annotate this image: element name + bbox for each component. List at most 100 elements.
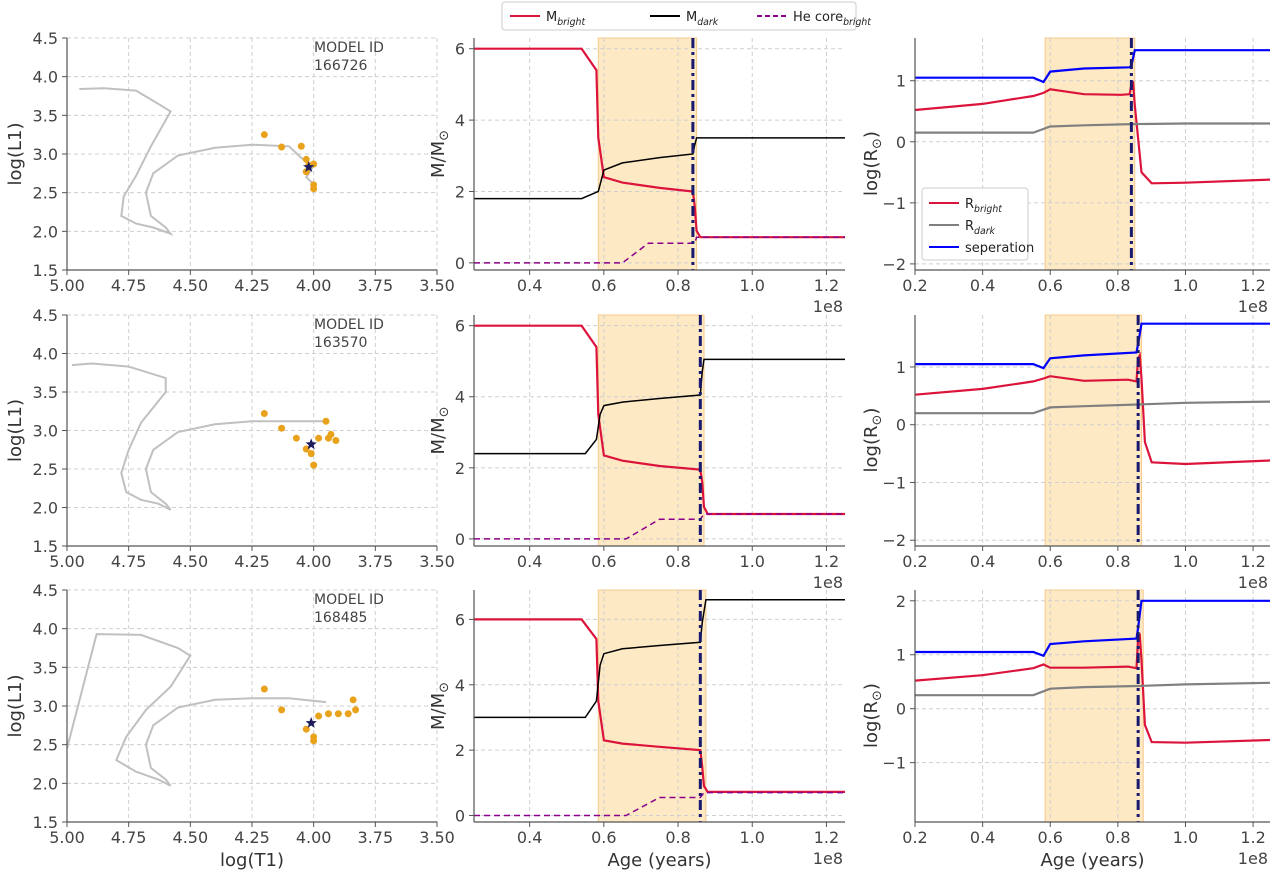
model-point: [260, 410, 268, 418]
series-R_dark: [915, 681, 1270, 697]
x-tick-label: 5.00: [49, 828, 85, 847]
x-tick-label: 0.6: [591, 276, 616, 295]
model-id-value: 168485: [314, 610, 367, 626]
panel-166726-mass-evolution: 0.4 0.6 0.8 1.0 1.2 0 2 4 6 1e8 M/M⊙: [428, 37, 845, 316]
model-id-label: MODEL ID: [314, 40, 384, 56]
y-tick-label: 2.0: [33, 499, 58, 518]
top-legend: Mbright Mdark He corebright: [501, 1, 871, 31]
x-tick-label: 4.25: [234, 552, 270, 571]
y-tick-label: 0: [896, 416, 906, 435]
x-tick-label: 4.00: [296, 552, 332, 571]
y-tick-label: 2: [455, 459, 465, 478]
x-offset-label: 1e8: [1238, 849, 1268, 868]
x-offset-label: 1e8: [1238, 573, 1268, 592]
y-tick-label: 4.5: [33, 581, 58, 600]
series-R_bright: [915, 80, 1270, 185]
y-axis-label: log(L1): [5, 675, 26, 738]
model-point: [310, 461, 318, 469]
series-M_dark: [474, 137, 845, 200]
x-axis-label: Age (years): [607, 850, 711, 871]
model-point: [334, 710, 342, 718]
current-model-star: [303, 161, 315, 172]
x-tick-label: 1.0: [740, 276, 765, 295]
x-tick-label: 1.2: [1240, 828, 1265, 847]
series-R_bright: [915, 351, 1270, 466]
model-point: [349, 696, 357, 704]
x-tick-label: 4.00: [296, 828, 332, 847]
y-tick-label: 2.0: [33, 774, 58, 793]
model-point: [310, 185, 318, 193]
model-point: [302, 155, 310, 163]
x-tick-label: 4.75: [111, 552, 147, 571]
y-tick-label: 1.5: [33, 261, 58, 280]
x-tick-label: 1.2: [814, 276, 839, 295]
y-tick-label: 1: [896, 646, 906, 665]
plot-area: [474, 38, 845, 270]
plot-area: [915, 590, 1270, 822]
x-offset-label: 1e8: [1238, 297, 1268, 316]
plot-area: [67, 633, 360, 787]
series-M_dark: [474, 599, 845, 719]
x-tick-label: 3.75: [358, 828, 394, 847]
model-point: [322, 417, 330, 425]
x-tick-label: 3.50: [419, 828, 455, 847]
shaded-region: [1044, 589, 1144, 823]
panel-166726-radius-evolution: 0.2 0.4 0.6 0.8 1.0 1.2 −2 −1 0 1 1e8 log(R⊙): [861, 37, 1270, 316]
radius-legend: Rbright Rdark seperation: [921, 187, 1034, 261]
x-tick-label: 5.00: [49, 552, 85, 571]
x-axis-label: Age (years): [1040, 850, 1144, 871]
y-axis-label: log(R⊙): [861, 683, 885, 748]
x-tick-label: 1.0: [740, 828, 765, 847]
x-tick-label: 0.8: [665, 828, 690, 847]
model-point: [324, 710, 332, 718]
y-tick-label: 0: [455, 806, 465, 825]
x-tick-label: 4.50: [173, 276, 209, 295]
panel-168485-HR-diagram: 5.00 4.75 4.50 4.25 4.00 3.75 3.50 1.5 2.0 2.5 3.0…: [5, 581, 455, 871]
model-id-label: MODEL ID: [314, 592, 384, 608]
y-tick-label: 1: [896, 358, 906, 377]
legend-label: Rdark: [965, 219, 996, 237]
y-tick-label: 2.5: [33, 184, 58, 203]
x-tick-label: 0.6: [1038, 552, 1063, 571]
y-axis-label: log(R⊙): [861, 131, 885, 196]
plot-area: [474, 315, 845, 546]
y-tick-label: 3.5: [33, 106, 58, 125]
y-tick-label: 4: [455, 676, 465, 695]
model-point: [260, 131, 268, 139]
model-point: [302, 445, 310, 453]
series-M_bright: [474, 47, 845, 239]
y-tick-label: 2: [896, 592, 906, 611]
model-point: [260, 685, 268, 693]
x-offset-label: 1e8: [813, 297, 843, 316]
x-tick-label: 4.75: [111, 276, 147, 295]
y-tick-label: 2.5: [33, 736, 58, 755]
x-tick-label: 0.8: [1105, 276, 1130, 295]
model-point: [315, 434, 323, 442]
model-point: [307, 450, 315, 458]
model-id-value: 166726: [314, 58, 368, 74]
model-point: [297, 142, 305, 150]
panel-166726-HR-diagram: 5.00 4.75 4.50 4.25 4.00 3.75 3.50 1.5 2.0 2.5 3.0…: [5, 29, 455, 295]
x-tick-label: 0.2: [902, 552, 927, 571]
x-tick-label: 0.4: [517, 276, 542, 295]
plot-area: [915, 38, 1270, 270]
panel-168485-radius-evolution: 0.2 0.4 0.6 0.8 1.0 1.2 −1 0 1 2 1e8 log(R⊙) Age (ye…: [861, 589, 1270, 871]
x-tick-label: 3.75: [358, 276, 394, 295]
plot-area: [915, 315, 1270, 546]
model-point: [278, 424, 286, 432]
x-tick-label: 1.2: [1240, 276, 1265, 295]
y-axis-label: log(L1): [5, 123, 26, 186]
x-tick-label: 4.25: [234, 828, 270, 847]
y-tick-label: 0: [455, 254, 465, 273]
model-point: [278, 143, 286, 151]
x-tick-label: 0.4: [970, 828, 995, 847]
y-tick-label: −1: [882, 194, 906, 213]
x-tick-label: 0.8: [665, 552, 690, 571]
y-axis-label: log(R⊙): [861, 408, 885, 473]
model-point: [292, 434, 300, 442]
y-tick-label: 6: [455, 317, 465, 336]
x-tick-label: 4.00: [296, 276, 332, 295]
y-tick-label: 6: [455, 40, 465, 59]
y-axis-label: log(L1): [5, 399, 26, 462]
